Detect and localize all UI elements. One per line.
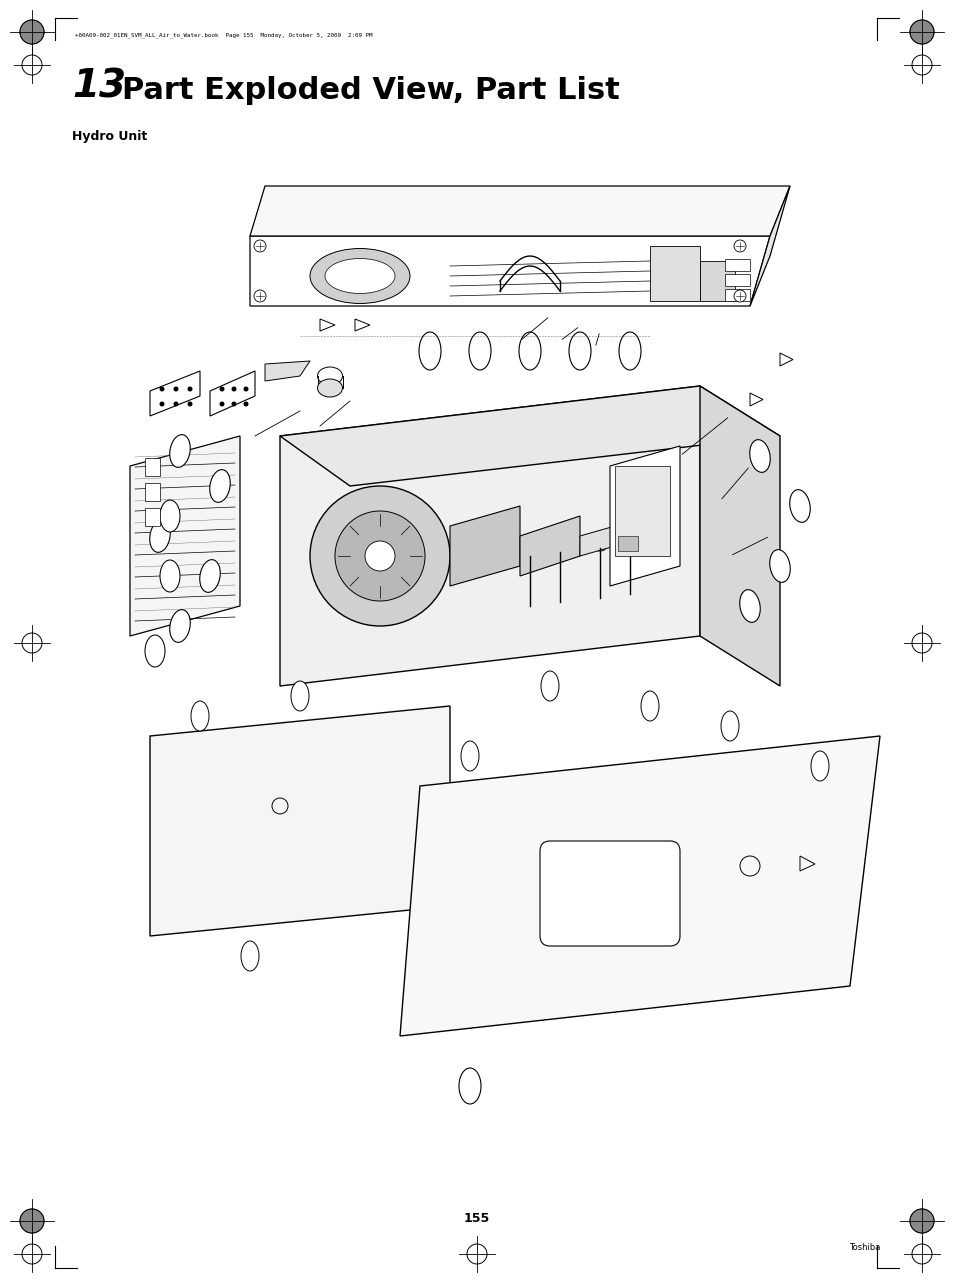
Circle shape [188,387,193,391]
Circle shape [335,511,424,601]
Polygon shape [265,361,310,381]
Ellipse shape [199,559,220,593]
Bar [145,508,160,526]
Circle shape [909,21,933,44]
Ellipse shape [518,332,540,370]
Ellipse shape [317,367,342,385]
Circle shape [909,1209,933,1233]
Ellipse shape [150,520,170,553]
Circle shape [253,240,266,252]
Bar [145,458,160,476]
Circle shape [232,401,236,406]
Ellipse shape [241,941,258,971]
Ellipse shape [418,332,440,370]
Polygon shape [150,370,200,415]
Polygon shape [579,516,649,556]
Circle shape [243,401,248,406]
Bar [615,466,669,556]
Polygon shape [399,736,879,1037]
Circle shape [173,387,178,391]
Circle shape [159,401,164,406]
Ellipse shape [469,332,491,370]
Ellipse shape [623,540,636,548]
Ellipse shape [739,590,760,622]
Circle shape [909,21,933,44]
Polygon shape [749,186,789,306]
Circle shape [310,486,450,626]
Polygon shape [450,505,519,586]
Ellipse shape [317,379,342,397]
Ellipse shape [594,544,605,552]
Circle shape [219,401,224,406]
Bar [145,484,160,502]
Polygon shape [780,352,792,367]
Ellipse shape [191,701,209,730]
Circle shape [733,291,745,302]
Ellipse shape [554,549,565,556]
Ellipse shape [618,332,640,370]
Ellipse shape [170,610,190,642]
Ellipse shape [568,332,590,370]
Circle shape [219,387,224,391]
Polygon shape [250,237,769,306]
Circle shape [20,1209,44,1233]
Bar [618,536,638,550]
Circle shape [159,387,164,391]
Circle shape [20,1209,44,1233]
Ellipse shape [523,553,536,559]
Ellipse shape [789,490,809,522]
Ellipse shape [720,711,739,741]
Text: Toshiba: Toshiba [848,1244,880,1253]
Text: 13: 13 [71,67,126,105]
Circle shape [232,387,236,391]
Ellipse shape [210,469,230,503]
Polygon shape [280,386,700,685]
Circle shape [20,21,44,44]
Circle shape [20,21,44,44]
Ellipse shape [325,258,395,293]
Ellipse shape [810,751,828,781]
Polygon shape [609,446,679,586]
Ellipse shape [540,671,558,701]
Text: +00A09-002_01EN_SVM_ALL_Air_to_Water.book  Page 155  Monday, October 5, 2009  2:: +00A09-002_01EN_SVM_ALL_Air_to_Water.boo… [75,32,372,37]
Polygon shape [130,436,240,637]
Polygon shape [319,319,335,331]
Text: Hydro Unit: Hydro Unit [71,130,147,143]
Ellipse shape [291,682,309,711]
Circle shape [733,240,745,252]
Ellipse shape [160,559,180,592]
Circle shape [188,401,193,406]
Ellipse shape [160,500,180,532]
Circle shape [243,387,248,391]
Bar [724,258,749,271]
Polygon shape [800,856,814,871]
Polygon shape [355,319,370,331]
Ellipse shape [458,1067,480,1103]
Ellipse shape [640,691,659,721]
Polygon shape [749,394,762,406]
Ellipse shape [769,549,789,583]
Polygon shape [519,516,579,576]
Ellipse shape [310,248,410,303]
Bar [724,274,749,285]
Bar [649,246,700,301]
Ellipse shape [460,741,478,772]
Polygon shape [250,186,789,237]
Polygon shape [210,370,254,415]
Bar [724,289,749,301]
Circle shape [909,1209,933,1233]
Polygon shape [150,706,450,936]
Ellipse shape [170,435,190,467]
Polygon shape [700,386,780,685]
Polygon shape [280,386,780,486]
Circle shape [173,401,178,406]
Circle shape [253,291,266,302]
Text: Part Exploded View, Part List: Part Exploded View, Part List [122,76,619,105]
FancyBboxPatch shape [539,841,679,946]
Ellipse shape [749,440,769,472]
Ellipse shape [145,635,165,667]
Text: 155: 155 [463,1211,490,1224]
Circle shape [365,541,395,571]
Bar [700,261,734,301]
